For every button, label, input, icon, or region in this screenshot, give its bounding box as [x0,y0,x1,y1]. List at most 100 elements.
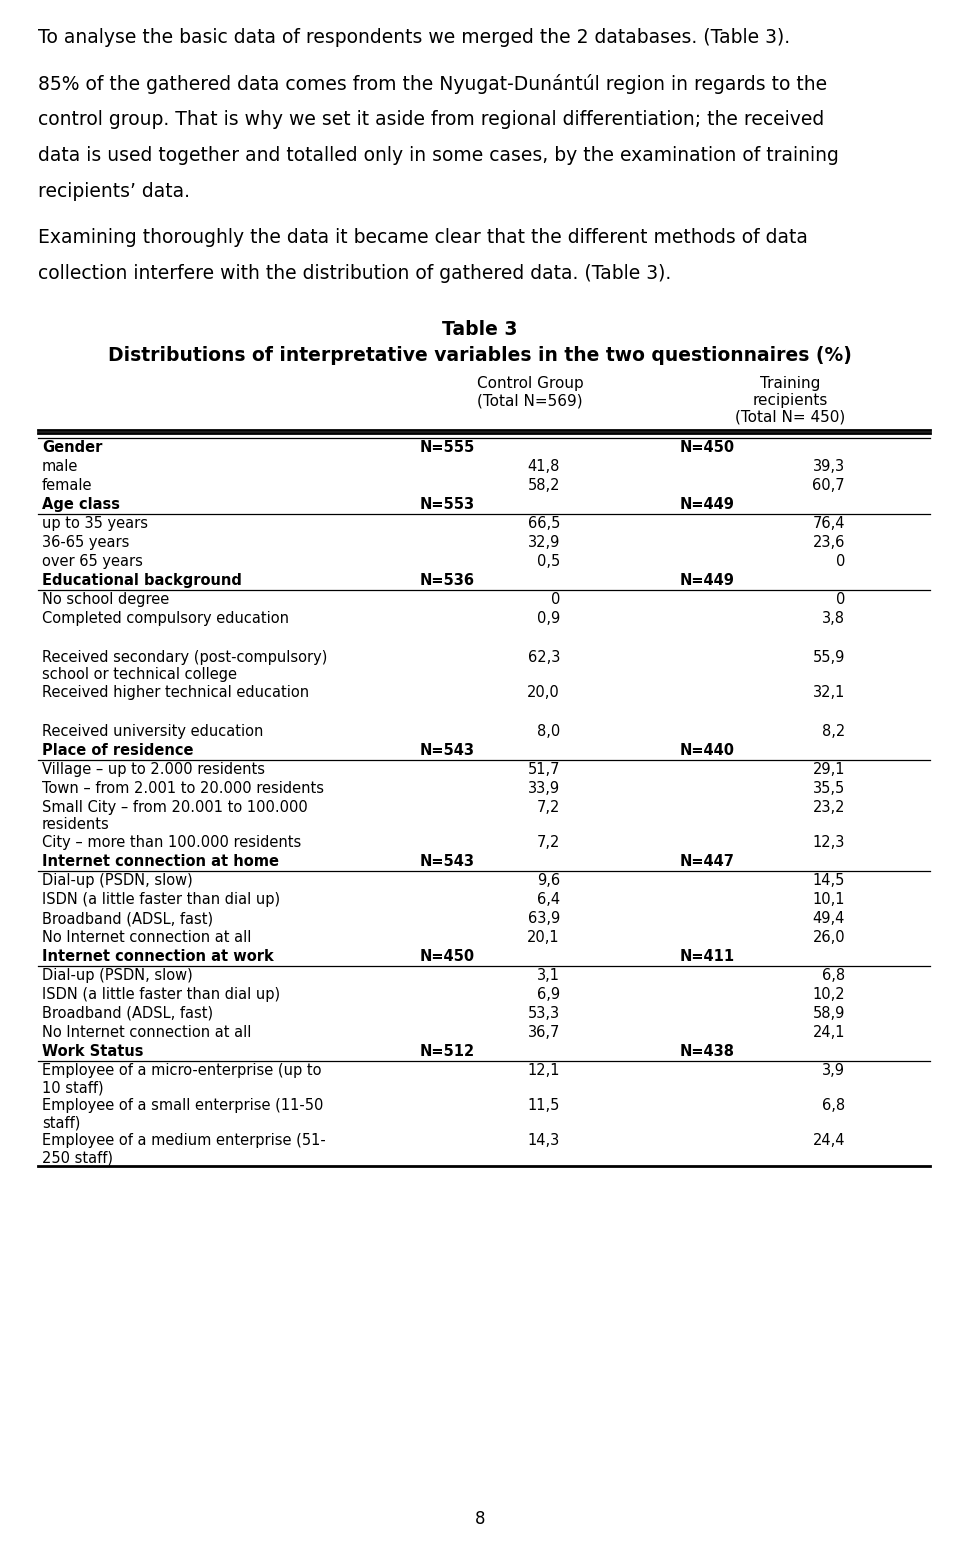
Text: recipients’ data.: recipients’ data. [38,182,190,201]
Text: N=512: N=512 [420,1044,475,1058]
Text: 55,9: 55,9 [812,650,845,664]
Text: 0,9: 0,9 [537,610,560,626]
Text: Work Status: Work Status [42,1044,143,1058]
Text: Gender: Gender [42,440,103,454]
Text: N=450: N=450 [680,440,735,454]
Text: 11,5: 11,5 [528,1098,560,1112]
Text: Age class: Age class [42,497,120,511]
Text: 51,7: 51,7 [527,762,560,777]
Text: Employee of a micro-enterprise (up to
10 staff): Employee of a micro-enterprise (up to 10… [42,1063,322,1095]
Text: N=543: N=543 [420,854,475,868]
Text: Town – from 2.001 to 20.000 residents: Town – from 2.001 to 20.000 residents [42,782,324,796]
Text: 9,6: 9,6 [537,873,560,888]
Text: 6,9: 6,9 [537,987,560,1003]
Text: N=447: N=447 [680,854,734,868]
Text: 53,3: 53,3 [528,1006,560,1021]
Text: To analyse the basic data of respondents we merged the 2 databases. (Table 3).: To analyse the basic data of respondents… [38,28,790,46]
Text: 10,1: 10,1 [812,891,845,907]
Text: 39,3: 39,3 [813,459,845,474]
Text: (Total N= 450): (Total N= 450) [734,409,845,425]
Text: 60,7: 60,7 [812,477,845,493]
Text: (Total N=569): (Total N=569) [477,392,583,408]
Text: 0,5: 0,5 [537,555,560,569]
Text: No school degree: No school degree [42,592,169,607]
Text: 6,4: 6,4 [537,891,560,907]
Text: collection interfere with the distribution of gathered data. (Table 3).: collection interfere with the distributi… [38,264,671,283]
Text: data is used together and totalled only in some cases, by the examination of tra: data is used together and totalled only … [38,145,839,165]
Text: Village – up to 2.000 residents: Village – up to 2.000 residents [42,762,265,777]
Text: 32,1: 32,1 [812,684,845,700]
Text: Examining thoroughly the data it became clear that the different methods of data: Examining thoroughly the data it became … [38,229,808,247]
Text: 29,1: 29,1 [812,762,845,777]
Text: 8,0: 8,0 [537,725,560,739]
Text: 20,0: 20,0 [527,684,560,700]
Text: 3,1: 3,1 [537,969,560,983]
Text: 58,9: 58,9 [812,1006,845,1021]
Text: 7,2: 7,2 [537,800,560,816]
Text: 0: 0 [835,592,845,607]
Text: 36-65 years: 36-65 years [42,535,130,550]
Text: 8,2: 8,2 [822,725,845,739]
Text: Broadband (ADSL, fast): Broadband (ADSL, fast) [42,1006,213,1021]
Text: 12,1: 12,1 [527,1063,560,1078]
Text: over 65 years: over 65 years [42,555,143,569]
Text: ISDN (a little faster than dial up): ISDN (a little faster than dial up) [42,891,280,907]
Text: 41,8: 41,8 [528,459,560,474]
Text: Internet connection at home: Internet connection at home [42,854,279,868]
Text: Received university education: Received university education [42,725,263,739]
Text: Dial-up (PSDN, slow): Dial-up (PSDN, slow) [42,873,193,888]
Text: N=450: N=450 [420,949,475,964]
Text: 35,5: 35,5 [813,782,845,796]
Text: 0: 0 [551,592,560,607]
Text: Employee of a medium enterprise (51-
250 staff): Employee of a medium enterprise (51- 250… [42,1132,325,1165]
Text: Educational background: Educational background [42,573,242,589]
Text: 76,4: 76,4 [812,516,845,531]
Text: 20,1: 20,1 [527,930,560,946]
Text: 3,9: 3,9 [822,1063,845,1078]
Text: Broadband (ADSL, fast): Broadband (ADSL, fast) [42,912,213,925]
Text: Dial-up (PSDN, slow): Dial-up (PSDN, slow) [42,969,193,983]
Text: Internet connection at work: Internet connection at work [42,949,274,964]
Text: N=440: N=440 [680,743,735,759]
Text: 6,8: 6,8 [822,969,845,983]
Text: N=449: N=449 [680,497,734,511]
Text: 10,2: 10,2 [812,987,845,1003]
Text: male: male [42,459,79,474]
Text: 36,7: 36,7 [528,1024,560,1040]
Text: Employee of a small enterprise (11-50
staff): Employee of a small enterprise (11-50 st… [42,1098,324,1131]
Text: Control Group: Control Group [476,375,584,391]
Text: Table 3: Table 3 [443,320,517,338]
Text: 6,8: 6,8 [822,1098,845,1112]
Text: 66,5: 66,5 [528,516,560,531]
Text: 62,3: 62,3 [528,650,560,664]
Text: 49,4: 49,4 [812,912,845,925]
Text: 63,9: 63,9 [528,912,560,925]
Text: N=555: N=555 [420,440,475,454]
Text: No Internet connection at all: No Internet connection at all [42,1024,252,1040]
Text: N=411: N=411 [680,949,735,964]
Text: female: female [42,477,92,493]
Text: 85% of the gathered data comes from the Nyugat-Dunántúl region in regards to the: 85% of the gathered data comes from the … [38,74,828,94]
Text: recipients: recipients [753,392,828,408]
Text: Distributions of interpretative variables in the two questionnaires (%): Distributions of interpretative variable… [108,346,852,365]
Text: ISDN (a little faster than dial up): ISDN (a little faster than dial up) [42,987,280,1003]
Text: 32,9: 32,9 [528,535,560,550]
Text: 8: 8 [475,1509,485,1528]
Text: 24,1: 24,1 [812,1024,845,1040]
Text: Received higher technical education: Received higher technical education [42,684,309,700]
Text: Place of residence: Place of residence [42,743,194,759]
Text: Small City – from 20.001 to 100.000
residents: Small City – from 20.001 to 100.000 resi… [42,800,308,833]
Text: up to 35 years: up to 35 years [42,516,148,531]
Text: N=449: N=449 [680,573,734,589]
Text: 3,8: 3,8 [822,610,845,626]
Text: 0: 0 [835,555,845,569]
Text: control group. That is why we set it aside from regional differentiation; the re: control group. That is why we set it asi… [38,110,825,128]
Text: 23,6: 23,6 [812,535,845,550]
Text: 12,3: 12,3 [812,834,845,850]
Text: Training: Training [759,375,820,391]
Text: 26,0: 26,0 [812,930,845,946]
Text: 24,4: 24,4 [812,1132,845,1148]
Text: N=536: N=536 [420,573,475,589]
Text: 14,5: 14,5 [812,873,845,888]
Text: City – more than 100.000 residents: City – more than 100.000 residents [42,834,301,850]
